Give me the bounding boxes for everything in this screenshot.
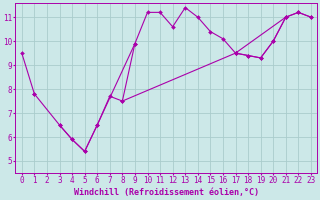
X-axis label: Windchill (Refroidissement éolien,°C): Windchill (Refroidissement éolien,°C) [74, 188, 259, 197]
